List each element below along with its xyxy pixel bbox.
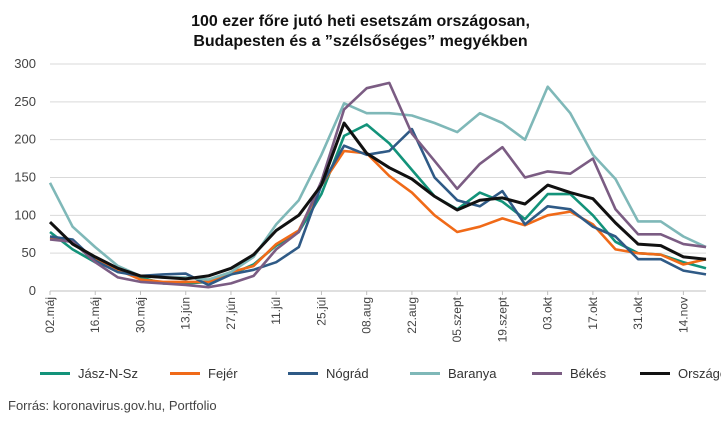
x-tick-label: 16.máj [88, 297, 102, 333]
series-line-orsz-gos [48, 121, 707, 281]
x-axis: 02.máj 16.máj 30.máj 13.jún 27.jún 11.júl 25.j… [43, 291, 690, 342]
y-tick-label: 300 [14, 56, 36, 71]
chart-title-line-1: 100 ezer főre jutó heti esetszám országo… [191, 13, 530, 30]
legend-label: Baranya [448, 366, 497, 381]
legend-swatch [40, 372, 70, 375]
legend-item: Baranya [410, 366, 496, 381]
x-tick-label: 25.júl [314, 297, 328, 326]
x-tick-label: 03.okt [541, 296, 555, 329]
legend-label: Békés [570, 366, 607, 381]
legend-item: Jász-N-Sz [40, 366, 138, 381]
chart-title-line-2: Budapesten és a ”szélsőséges” megyékben [193, 33, 528, 50]
x-tick-label: 27.jún [224, 297, 238, 330]
x-tick-label: 19.szept [495, 296, 509, 342]
legend-swatch [410, 372, 440, 375]
legend-label: Országos [678, 366, 721, 381]
gridlines [50, 63, 706, 292]
y-axis: 0 50 100 150 200 250 300 [14, 56, 36, 298]
legend-item: Nógrád [288, 366, 369, 381]
legend-item: Békés [532, 366, 606, 381]
x-tick-label: 31.okt [631, 296, 645, 329]
legend-swatch [288, 372, 318, 375]
series-lines [48, 81, 707, 289]
source-note: Forrás: koronavirus.gov.hu, Portfolio [8, 398, 217, 413]
x-tick-label: 08.aug [360, 297, 374, 334]
x-tick-label: 22.aug [405, 297, 419, 334]
y-tick-label: 250 [14, 94, 36, 109]
x-tick-label: 05.szept [450, 296, 464, 342]
x-tick-label: 11.júl [269, 297, 283, 325]
legend-swatch [640, 372, 670, 375]
x-tick-label: 14.nov [676, 297, 690, 333]
x-tick-label: 13.jún [179, 297, 193, 330]
legend-label: Fejér [208, 366, 238, 381]
legend-item: Országos [640, 366, 721, 381]
x-tick-label: 17.okt [586, 296, 600, 329]
legend: Jász-N-Sz Fejér Nógrád Baranya Békés Országos [40, 366, 721, 386]
series-line-baranya [48, 85, 707, 281]
y-tick-label: 100 [14, 207, 36, 222]
chart-title: 100 ezer főre jutó heti esetszám országo… [0, 12, 721, 52]
y-tick-label: 200 [14, 132, 36, 147]
series-line-n-gr-d [49, 127, 707, 287]
legend-swatch [532, 372, 562, 375]
legend-swatch [170, 372, 200, 375]
legend-item: Fejér [170, 366, 238, 381]
x-tick-label: 30.máj [133, 297, 147, 333]
x-tick-label: 02.máj [43, 297, 57, 333]
legend-label: Nógrád [326, 366, 369, 381]
legend-label: Jász-N-Sz [78, 366, 138, 381]
y-tick-label: 50 [22, 245, 36, 260]
series-line-j-sz-n-sz [49, 123, 707, 285]
y-tick-label: 0 [29, 283, 36, 298]
y-tick-label: 150 [14, 170, 36, 185]
series-line-b-k-s [49, 81, 707, 289]
